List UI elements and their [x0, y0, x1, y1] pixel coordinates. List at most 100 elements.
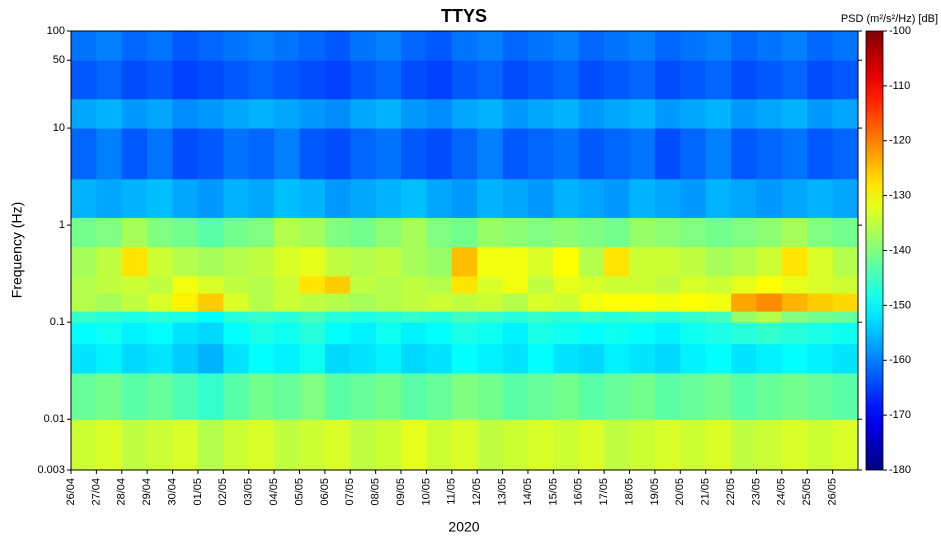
heatmap-cell: [324, 217, 351, 248]
heatmap-cell: [553, 98, 580, 129]
heatmap-cell: [121, 372, 148, 420]
x-tick-label: 02/05: [217, 478, 229, 506]
heatmap-cell: [807, 292, 834, 312]
heatmap-cell: [604, 128, 631, 180]
heatmap-cell: [527, 246, 554, 277]
heatmap-cell: [223, 275, 250, 294]
heatmap-cell: [502, 311, 529, 323]
heatmap-cell: [477, 372, 504, 420]
heatmap-cell: [451, 311, 478, 323]
heatmap-cell: [502, 419, 529, 471]
heatmap-cell: [680, 217, 707, 248]
heatmap-cell: [807, 128, 834, 180]
heatmap-cell: [731, 178, 757, 218]
y-tick-label: 0.01: [44, 413, 65, 425]
heatmap-cell: [629, 246, 656, 277]
heatmap-cell: [553, 419, 580, 471]
heatmap-cell: [502, 322, 529, 345]
heatmap-cell: [172, 246, 199, 277]
heatmap-cell: [451, 128, 478, 180]
heatmap-cell: [731, 419, 757, 471]
heatmap-cell: [299, 128, 326, 180]
heatmap-cell: [832, 311, 859, 323]
heatmap-cell: [680, 419, 707, 471]
heatmap-cell: [401, 31, 427, 61]
x-tick-label: 12/05: [471, 478, 483, 506]
heatmap-cell: [578, 275, 605, 294]
heatmap-cell: [401, 419, 427, 471]
heatmap-cell: [756, 98, 783, 129]
heatmap-cell: [527, 98, 554, 129]
heatmap-cell: [197, 292, 224, 312]
heatmap-cell: [375, 372, 402, 420]
heatmap-cell: [705, 372, 732, 420]
heatmap-cell: [350, 275, 377, 294]
heatmap-cell: [147, 419, 174, 471]
heatmap-cell: [375, 292, 402, 312]
heatmap-cell: [426, 178, 453, 218]
heatmap-cell: [451, 322, 478, 345]
heatmap-cell: [578, 311, 605, 323]
heatmap-cell: [654, 98, 681, 129]
heatmap-cell: [426, 322, 453, 345]
heatmap-cell: [121, 31, 148, 61]
heatmap-cell: [502, 372, 529, 420]
heatmap-cell: [121, 98, 148, 129]
heatmap-cell: [832, 292, 859, 312]
heatmap-cell: [604, 343, 631, 374]
plot-frame: [70, 30, 859, 471]
heatmap-cell: [401, 60, 427, 100]
heatmap-cell: [299, 246, 326, 277]
heatmap-cell: [832, 419, 859, 471]
heatmap-cell: [324, 311, 351, 323]
heatmap-cell: [71, 98, 97, 129]
heatmap-cell: [274, 275, 300, 294]
heatmap-cell: [451, 246, 478, 277]
heatmap-cell: [248, 217, 275, 248]
heatmap-cell: [756, 311, 783, 323]
heatmap-cell: [248, 31, 275, 61]
heatmap-cell: [451, 343, 478, 374]
heatmap-cell: [807, 98, 834, 129]
heatmap-cell: [71, 60, 97, 100]
heatmap-cell: [172, 419, 199, 471]
heatmap-cell: [654, 311, 681, 323]
heatmap-cell: [401, 311, 427, 323]
heatmap-cell: [172, 31, 199, 61]
heatmap-cell: [71, 178, 97, 218]
heatmap-cell: [71, 372, 97, 420]
colorbar-tick-label: -160: [889, 354, 911, 366]
x-tick-label: 04/05: [268, 478, 280, 506]
heatmap-cell: [172, 322, 199, 345]
heatmap-cell: [96, 98, 123, 129]
heatmap-cell: [172, 311, 199, 323]
heatmap-cell: [401, 246, 427, 277]
heatmap-cell: [502, 343, 529, 374]
heatmap-cell: [426, 60, 453, 100]
heatmap-cell: [705, 178, 732, 218]
heatmap-cell: [654, 419, 681, 471]
heatmap-cell: [502, 60, 529, 100]
heatmap-cell: [477, 343, 504, 374]
x-tick-label: 21/05: [700, 478, 712, 506]
heatmap-cell: [324, 98, 351, 129]
heatmap-cell: [604, 322, 631, 345]
x-tick-label: 05/05: [293, 478, 305, 506]
heatmap-cell: [401, 128, 427, 180]
x-tick-label: 08/05: [370, 478, 382, 506]
x-tick-label: 25/05: [801, 478, 813, 506]
heatmap-cell: [451, 178, 478, 218]
heatmap-cell: [807, 343, 834, 374]
heatmap-cell: [832, 217, 859, 248]
heatmap-cell: [807, 311, 834, 323]
heatmap-cell: [680, 322, 707, 345]
heatmap-cell: [71, 128, 97, 180]
heatmap-cell: [375, 419, 402, 471]
heatmap-cell: [451, 60, 478, 100]
heatmap-cell: [172, 217, 199, 248]
heatmap-cell: [731, 217, 757, 248]
heatmap-cell: [731, 372, 757, 420]
heatmap-cell: [401, 292, 427, 312]
heatmap-cell: [248, 419, 275, 471]
